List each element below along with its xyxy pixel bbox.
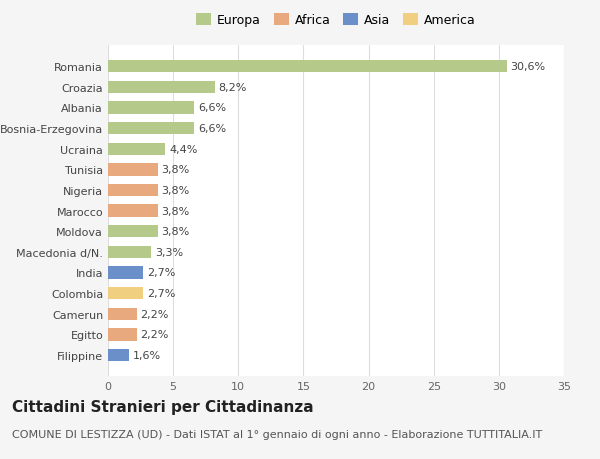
Text: 3,8%: 3,8% (161, 165, 190, 175)
Text: 2,7%: 2,7% (147, 268, 175, 278)
Bar (108, 246, 151, 258)
Text: 2,7%: 2,7% (147, 288, 175, 298)
Text: 8,2%: 8,2% (219, 83, 247, 93)
Bar (108, 308, 137, 320)
Text: 3,3%: 3,3% (155, 247, 183, 257)
Bar (108, 205, 158, 217)
Bar (108, 329, 137, 341)
Bar (108, 185, 158, 197)
Bar (108, 123, 194, 135)
Text: Cittadini Stranieri per Cittadinanza: Cittadini Stranieri per Cittadinanza (12, 399, 314, 414)
Bar (108, 82, 215, 94)
Text: COMUNE DI LESTIZZA (UD) - Dati ISTAT al 1° gennaio di ogni anno - Elaborazione T: COMUNE DI LESTIZZA (UD) - Dati ISTAT al … (12, 429, 542, 439)
Text: 6,6%: 6,6% (198, 103, 226, 113)
Bar (108, 349, 129, 361)
Bar (108, 287, 143, 300)
Text: 1,6%: 1,6% (133, 350, 161, 360)
Text: 3,8%: 3,8% (161, 206, 190, 216)
Text: 6,6%: 6,6% (198, 124, 226, 134)
Text: 30,6%: 30,6% (511, 62, 546, 72)
Bar (108, 61, 506, 73)
Bar (108, 267, 143, 279)
Text: 3,8%: 3,8% (161, 185, 190, 196)
Text: 4,4%: 4,4% (169, 145, 197, 154)
Text: 2,2%: 2,2% (140, 309, 169, 319)
Legend: Europa, Africa, Asia, America: Europa, Africa, Asia, America (191, 9, 481, 32)
Bar (108, 164, 158, 176)
Bar (108, 225, 158, 238)
Text: 3,8%: 3,8% (161, 227, 190, 237)
Bar (108, 102, 194, 114)
Text: 2,2%: 2,2% (140, 330, 169, 340)
Bar (108, 143, 166, 156)
